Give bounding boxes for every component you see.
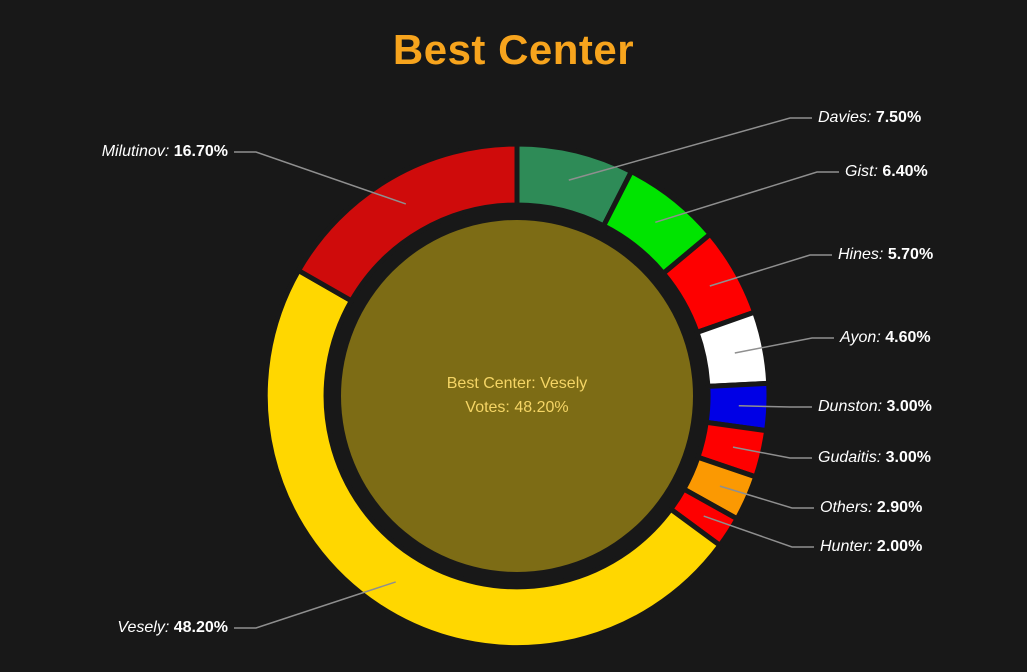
- donut-center-label: Best Center: Vesely Votes: 48.20%: [447, 372, 588, 420]
- leader-line-hunter: [703, 515, 814, 548]
- leader-line-davies: [568, 117, 812, 181]
- center-label-line1: Best Center: Vesely: [446, 375, 588, 392]
- center-label-line2: Votes: 48.20%: [465, 399, 569, 416]
- chart-title: Best Center: [392, 26, 635, 73]
- leader-line-dunston: [738, 405, 812, 408]
- pie-segment-milutinov[interactable]: [296, 141, 520, 304]
- donut-hole: [341, 220, 693, 572]
- leader-line-gist: [655, 171, 839, 224]
- leader-line-others: [719, 485, 814, 509]
- leader-line-vesely: [234, 581, 396, 629]
- leader-line-milutinov: [234, 151, 407, 205]
- leader-line-gudaitis: [732, 446, 812, 459]
- leader-line-hines: [709, 254, 832, 287]
- pie-segment-vesely[interactable]: [262, 268, 723, 651]
- leader-line-ayon: [734, 337, 834, 354]
